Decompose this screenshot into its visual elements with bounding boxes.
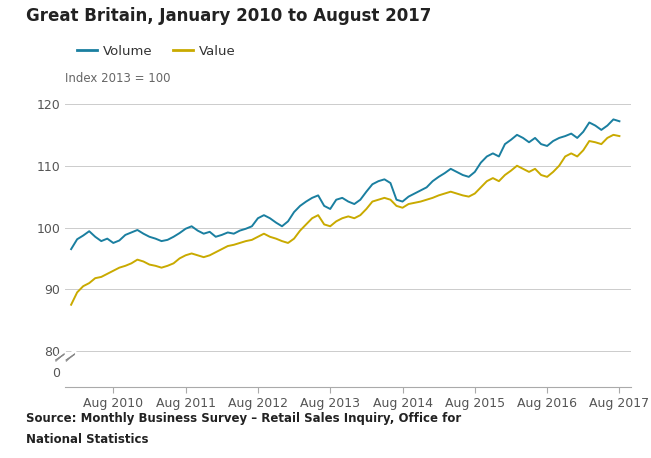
Text: National Statistics: National Statistics xyxy=(26,433,148,446)
Text: Great Britain, January 2010 to August 2017: Great Britain, January 2010 to August 20… xyxy=(26,7,432,25)
Text: Index 2013 = 100: Index 2013 = 100 xyxy=(65,72,171,85)
Legend: Volume, Value: Volume, Value xyxy=(72,40,242,63)
Text: Source: Monthly Business Survey – Retail Sales Inquiry, Office for: Source: Monthly Business Survey – Retail… xyxy=(26,412,462,425)
